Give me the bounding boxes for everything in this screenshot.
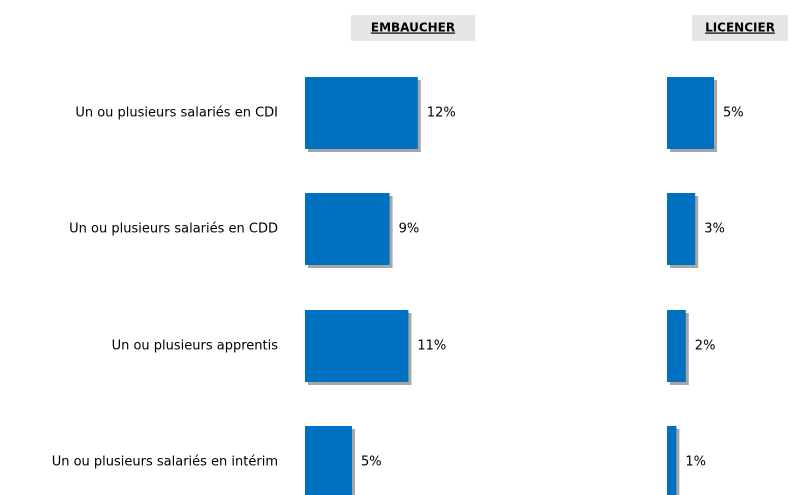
bar <box>305 426 352 495</box>
category-label: Un ou plusieurs salariés en CDD <box>69 222 278 237</box>
value-label: 9% <box>399 222 420 237</box>
bar <box>667 310 686 382</box>
category-label: Un ou plusieurs salariés en CDI <box>75 106 278 121</box>
value-label: 11% <box>417 339 446 354</box>
bar <box>305 77 418 149</box>
value-label: 2% <box>695 339 716 354</box>
bar <box>305 193 390 265</box>
value-label: 3% <box>704 222 725 237</box>
panel-header: LICENCIER <box>705 21 775 35</box>
bar <box>667 193 696 265</box>
bar <box>305 310 409 382</box>
panel-header: EMBAUCHER <box>371 21 455 35</box>
value-label: 5% <box>723 106 744 121</box>
header-box <box>351 15 475 41</box>
header-box <box>692 15 788 41</box>
category-label: Un ou plusieurs apprentis <box>112 339 279 354</box>
value-label: 12% <box>427 106 456 121</box>
bar <box>667 426 677 495</box>
category-label: Un ou plusieurs salariés en intérim <box>52 455 278 470</box>
value-label: 5% <box>361 455 382 470</box>
bar <box>667 77 714 149</box>
value-label: 1% <box>685 455 706 470</box>
